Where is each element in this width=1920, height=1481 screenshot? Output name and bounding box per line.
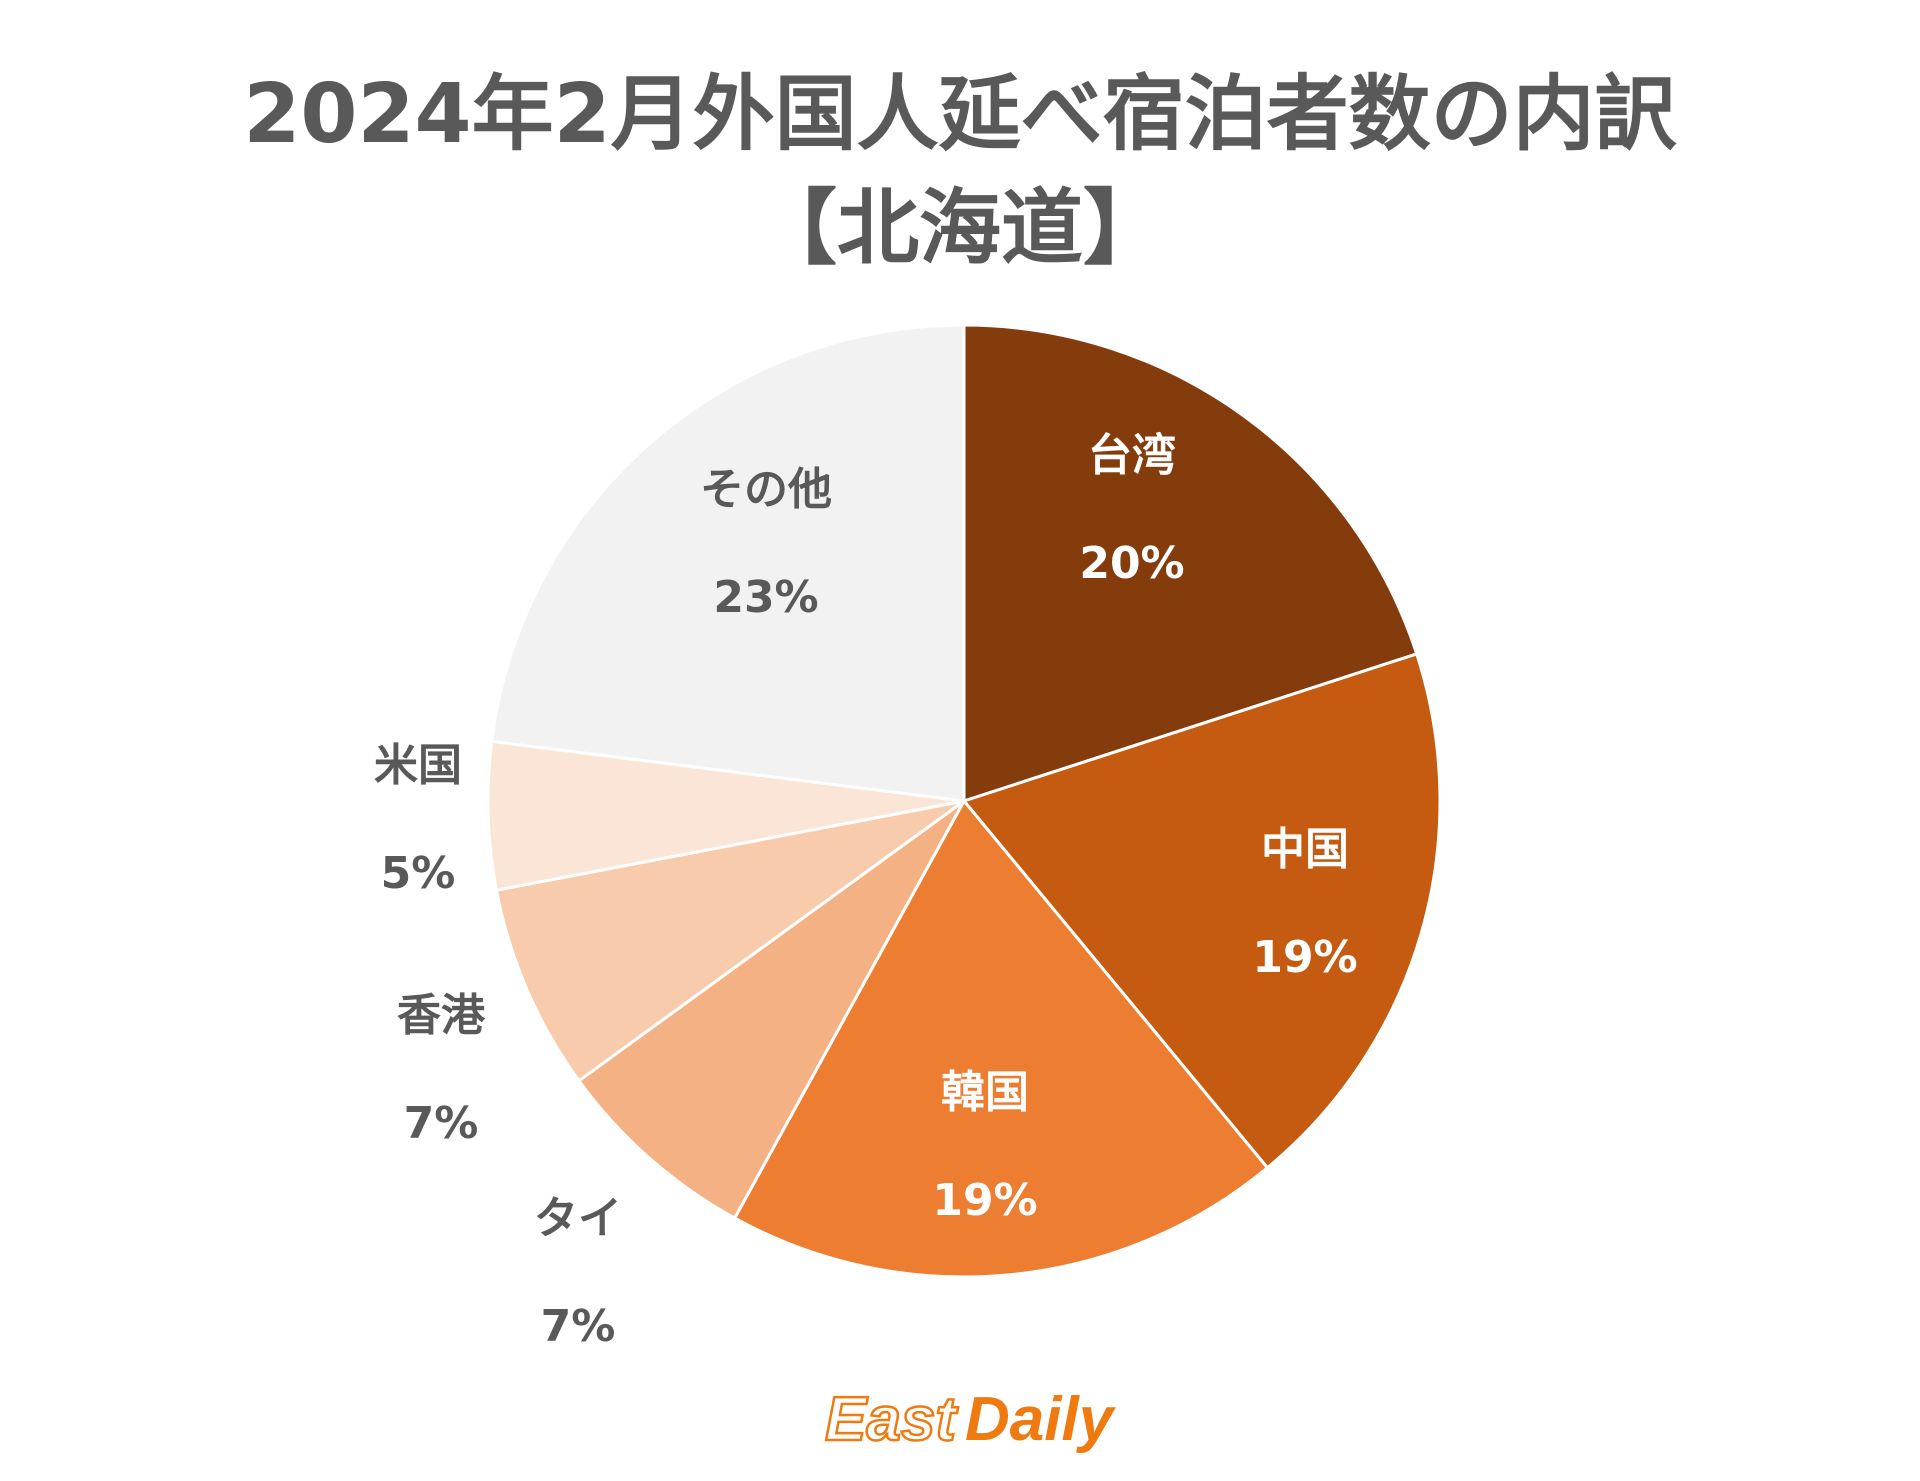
pie-slice-5 xyxy=(486,739,965,892)
pie-slice-1 xyxy=(961,652,1442,1170)
slice-value-label: 5% xyxy=(381,848,456,899)
slice-value-label: 20% xyxy=(1079,538,1184,589)
slice-label: タイ xyxy=(534,1193,622,1244)
slice-value-label: 23% xyxy=(713,572,818,623)
pie-slice-0 xyxy=(962,323,1419,804)
pie-slice-6 xyxy=(490,323,966,803)
pie-slice-4 xyxy=(494,799,965,1083)
slice-label: 中国 xyxy=(1261,824,1349,875)
pie-slice-2 xyxy=(732,798,1270,1279)
svg-text:East: East xyxy=(825,1385,958,1454)
slice-label: その他 xyxy=(700,464,832,515)
slice-value-label: 19% xyxy=(932,1175,1037,1226)
east-daily-logo: East Daily xyxy=(824,1384,1117,1456)
slice-label: 台湾 xyxy=(1088,430,1176,481)
slice-value-label: 7% xyxy=(541,1301,616,1352)
slice-value-label: 19% xyxy=(1252,932,1357,983)
slice-value-label: 7% xyxy=(404,1098,479,1149)
slice-label: 韓国 xyxy=(941,1067,1029,1118)
slice-label: 香港 xyxy=(397,990,486,1041)
svg-text:Daily: Daily xyxy=(965,1385,1117,1454)
chart-title-line2: 【北海道】 xyxy=(755,181,1165,276)
chart-title-line1: 2024年2月外国人延べ宿泊者数の内訳 xyxy=(243,67,1677,162)
slice-label: 米国 xyxy=(374,740,462,791)
pie-slice-3 xyxy=(576,799,966,1221)
